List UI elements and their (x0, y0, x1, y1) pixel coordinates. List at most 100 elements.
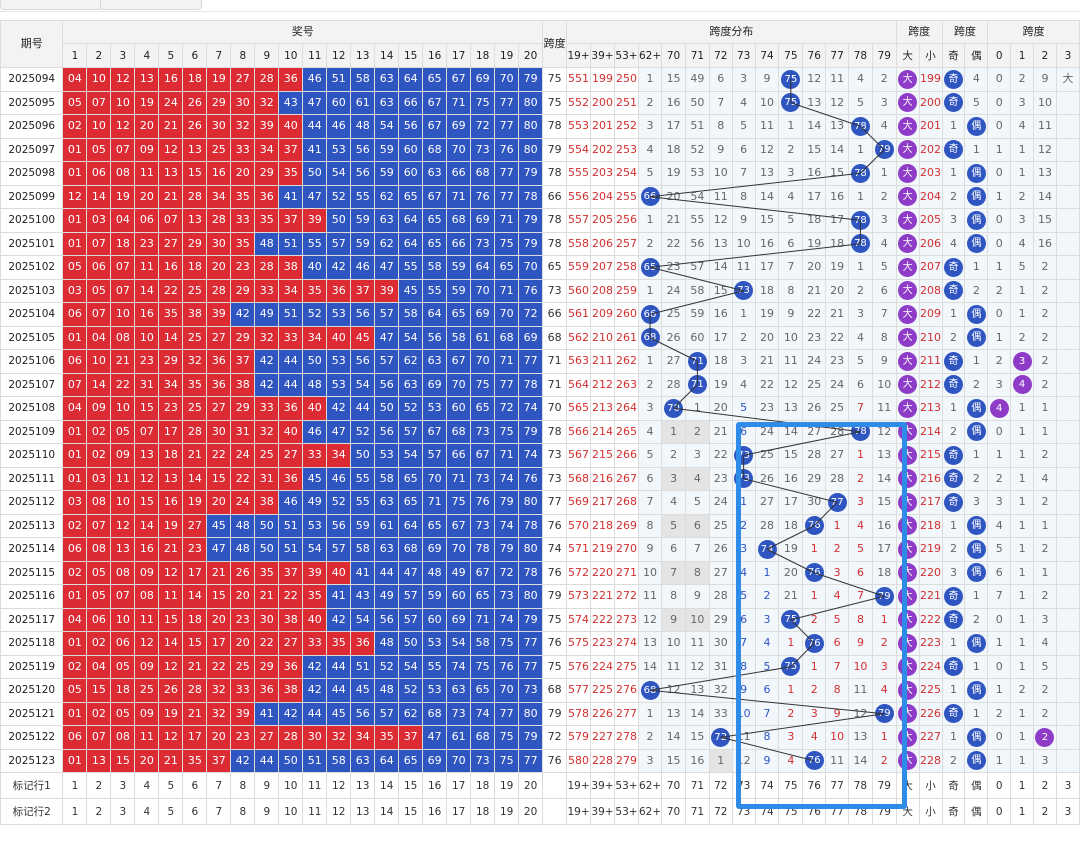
prize-number-cell: 56 (422, 325, 448, 350)
draw-row[interactable]: 2025106 06 10 21 23 29 32 36 37 42 44 50 53 56 57 62 63 6… (0, 349, 1080, 374)
draw-row[interactable]: 2025113 02 07 12 14 19 27 45 48 50 51 53 56 59 61 64 65 6… (0, 513, 1080, 538)
draw-row[interactable]: 2025117 04 06 10 11 15 18 20 23 30 38 40 42 54 56 57 60 6… (0, 607, 1080, 632)
draw-row[interactable]: 2025105 01 04 08 10 14 25 27 29 32 33 34 40 45 47 54 56 5… (0, 325, 1080, 350)
prize-number-cell: 31 (134, 372, 160, 397)
prize-number-cell: 70 (494, 302, 520, 327)
odd-cell: 奇 (941, 584, 966, 609)
footer-dist: 53+ (614, 798, 639, 825)
prize-number-cell: 38 (278, 678, 304, 703)
prize-number-cell: 50 (278, 748, 304, 773)
draw-row[interactable]: 2025095 05 07 10 19 24 26 29 30 32 43 47 60 61 63 66 67 7… (0, 90, 1080, 115)
odd-cell: 1 (941, 114, 966, 139)
even-cell: 偶 (964, 325, 989, 350)
draw-row[interactable]: 2025109 01 02 05 07 17 28 30 31 32 40 46 47 52 56 57 67 6… (0, 419, 1080, 444)
toolbar-button-1[interactable] (0, 0, 102, 10)
prize-number-cell: 05 (86, 560, 112, 585)
tail-col-header: 0 (987, 43, 1012, 68)
draw-row[interactable]: 2025107 07 14 22 31 34 35 36 38 42 44 48 53 54 56 63 69 7… (0, 372, 1080, 397)
draw-row[interactable]: 2025098 01 06 08 11 13 15 16 20 29 35 50 54 56 59 60 63 6… (0, 161, 1080, 186)
draw-row[interactable]: 2025114 06 08 13 16 21 23 47 48 50 51 54 57 58 63 68 69 7… (0, 537, 1080, 562)
prize-number-cell: 15 (206, 584, 232, 609)
draw-row[interactable]: 2025096 02 10 12 20 21 26 30 32 39 40 44 46 48 54 56 67 6… (0, 114, 1080, 139)
footer-dist: 70 (661, 772, 686, 799)
prize-number-cell: 56 (350, 349, 376, 374)
prize-number-cell: 21 (182, 654, 208, 679)
draw-row[interactable]: 2025097 01 05 07 09 12 13 25 33 34 37 41 53 56 59 60 68 7… (0, 137, 1080, 162)
tail-cell: 2 (1033, 725, 1057, 750)
footer-extra: 1 (1010, 772, 1035, 799)
span-dist-cell: 28 (708, 584, 733, 609)
prize-number-cell: 15 (182, 161, 208, 186)
prize-number-cell: 75 (494, 725, 520, 750)
even-cell: 1 (964, 137, 989, 162)
draw-row[interactable]: 2025104 06 07 10 16 35 38 39 42 49 51 52 53 56 57 58 64 6… (0, 302, 1080, 327)
prize-number-cell: 23 (230, 607, 256, 632)
draw-row[interactable]: 2025094 04 10 12 13 16 18 19 27 28 36 46 51 58 63 64 65 6… (0, 67, 1080, 92)
span-dist-cell: 214 (590, 419, 615, 444)
draw-row[interactable]: 2025103 03 05 07 14 22 25 28 29 33 34 35 36 37 39 45 55 5… (0, 278, 1080, 303)
prize-number-cell: 13 (182, 137, 208, 162)
prize-number-cell: 35 (278, 161, 304, 186)
tail-cell: 2 (1033, 325, 1057, 350)
span-dist-cell: 8 (871, 325, 897, 350)
prize-number-cell: 32 (326, 725, 352, 750)
footer-dist: 75 (778, 772, 804, 799)
draw-row[interactable]: 2025099 12 14 19 20 21 28 34 35 36 41 47 52 55 62 65 67 7… (0, 184, 1080, 209)
footer-extra: 0 (987, 798, 1012, 825)
span-dist-cell: 4 (754, 631, 780, 656)
prize-number-cell: 12 (158, 654, 184, 679)
period-cell: 2025109 (0, 419, 64, 444)
span-dist-cell: 1 (848, 255, 873, 280)
span-dist-cell: 19 (802, 231, 827, 256)
draw-row[interactable]: 2025123 01 13 15 20 21 35 37 42 44 50 51 58 63 64 65 69 7… (0, 748, 1080, 773)
draw-row[interactable]: 2025116 01 05 07 08 11 14 15 20 21 22 35 41 43 49 57 59 6… (0, 584, 1080, 609)
draw-row[interactable]: 2025112 03 08 10 15 16 19 20 24 38 46 49 52 55 63 65 71 7… (0, 490, 1080, 515)
span-dist-cell: 12 (661, 678, 686, 703)
span-dist-cell: 66 (637, 302, 663, 327)
prize-number-cell: 12 (134, 466, 160, 491)
draw-row[interactable]: 2025111 01 03 11 12 13 14 15 22 31 36 45 46 55 58 65 70 7… (0, 466, 1080, 491)
prize-number-cell: 36 (206, 372, 232, 397)
span-dist-cell: 73 (731, 278, 756, 303)
draw-row[interactable]: 2025120 05 15 18 25 26 28 32 33 36 38 42 44 45 48 52 53 6… (0, 678, 1080, 703)
position-header: 7 (206, 43, 232, 68)
draw-row[interactable]: 2025100 01 03 04 06 07 13 28 33 35 37 39 50 59 63 64 65 6… (0, 208, 1080, 233)
span-dist-cell: 2 (848, 278, 873, 303)
toolbar-button-2[interactable] (100, 0, 202, 10)
span-dist-cell: 4 (848, 67, 873, 92)
prize-number-cell: 07 (110, 137, 136, 162)
prize-number-cell: 77 (494, 114, 520, 139)
span-dist-cell: 19 (754, 302, 780, 327)
draw-row[interactable]: 2025102 05 06 07 11 16 18 20 23 28 38 40 42 46 47 55 58 5… (0, 255, 1080, 280)
span-dist-cell: 207 (590, 255, 615, 280)
prize-number-cell: 25 (182, 325, 208, 350)
draw-row[interactable]: 2025122 06 07 08 11 12 17 20 23 27 28 30 32 34 35 37 47 6… (0, 725, 1080, 750)
draw-row[interactable]: 2025108 04 09 10 15 23 25 27 29 33 36 40 42 44 50 52 53 6… (0, 396, 1080, 421)
tail-cell: 1 (987, 678, 1012, 703)
span-dist-cell: 212 (590, 372, 615, 397)
small-omit-cell: 210 (918, 325, 943, 350)
draw-row[interactable]: 2025101 01 07 18 23 27 29 30 35 48 51 55 57 59 62 64 65 6… (0, 231, 1080, 256)
small-omit-cell: 209 (918, 302, 943, 327)
prize-number-cell: 39 (254, 114, 280, 139)
prize-number-cell: 21 (158, 748, 184, 773)
span-dist-cell: 52 (684, 137, 710, 162)
draw-row[interactable]: 2025119 02 04 05 09 12 21 22 25 29 36 42 44 51 52 54 55 7… (0, 654, 1080, 679)
even-header: 偶 (964, 43, 989, 68)
prize-number-cell: 72 (518, 302, 544, 327)
prize-number-cell: 15 (86, 678, 112, 703)
draw-row[interactable]: 2025110 01 02 09 13 18 21 22 24 25 27 33 34 50 53 54 57 6… (0, 443, 1080, 468)
span-dist-cell: 4 (637, 419, 663, 444)
span-dist-cell: 5 (637, 443, 663, 468)
prize-number-cell: 33 (254, 278, 280, 303)
small-omit-cell: 211 (918, 349, 943, 374)
span-dist-cell: 16 (684, 748, 710, 773)
prize-number-cell: 59 (350, 208, 376, 233)
draw-row[interactable]: 2025115 02 05 08 09 12 17 21 26 35 37 39 40 41 44 47 48 4… (0, 560, 1080, 585)
span-value-cell: 76 (542, 560, 568, 585)
draw-row[interactable]: 2025121 01 02 05 09 19 21 32 39 41 42 44 45 56 57 62 68 7… (0, 701, 1080, 726)
draw-row[interactable]: 2025118 01 02 06 12 14 15 17 20 22 27 33 35 36 48 50 53 5… (0, 631, 1080, 656)
span-ball: 78 (850, 234, 870, 254)
prize-number-cell: 39 (230, 701, 256, 726)
span-dist-cell: 3 (871, 90, 897, 115)
